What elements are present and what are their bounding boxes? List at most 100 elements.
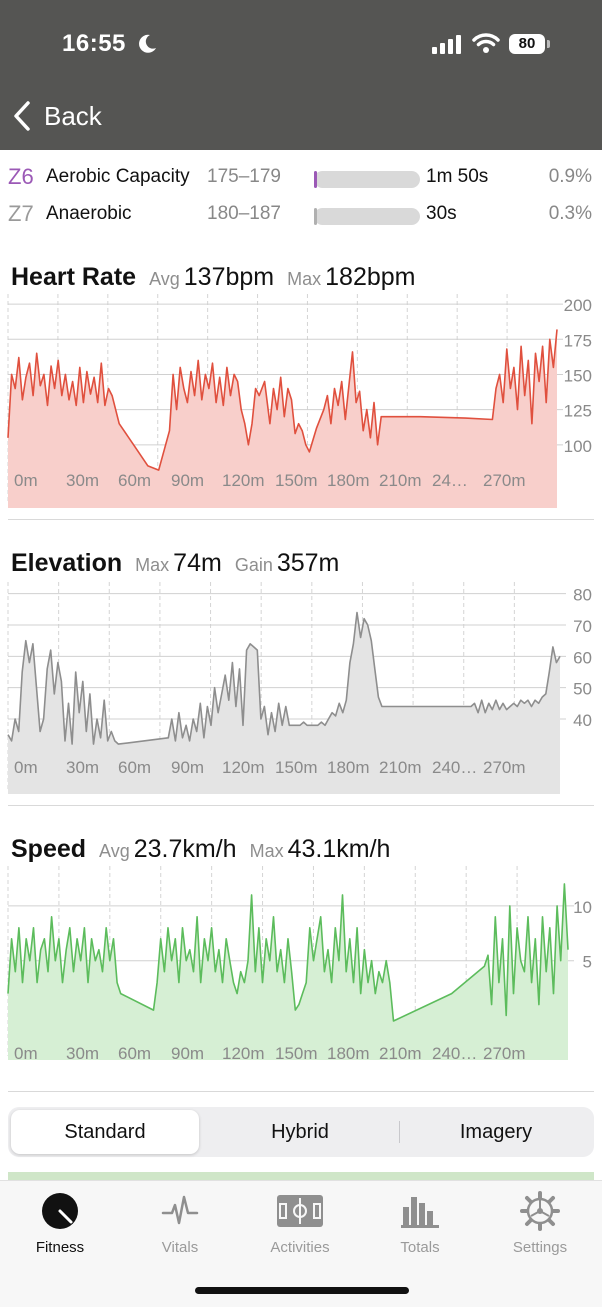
zone-row-z6: Z6 Aerobic Capacity 175–179 1m 50s 0.9% — [0, 160, 602, 194]
x-tick-label: 60m — [118, 471, 151, 490]
tab-totals[interactable]: Totals — [360, 1189, 480, 1256]
tab-label: Fitness — [35, 1239, 85, 1256]
signal-icon — [432, 35, 461, 54]
y-tick-label: 125 — [564, 402, 592, 421]
series-area — [8, 883, 568, 1060]
y-tick-label: 80 — [573, 586, 592, 605]
status-time: 16:55 — [62, 30, 126, 57]
x-tick-label: 150m — [275, 1044, 318, 1063]
zone-time: 30s — [426, 203, 457, 224]
chevron-left-icon — [14, 101, 30, 131]
x-tick-label: 240… — [432, 1044, 477, 1063]
back-button[interactable]: Back — [12, 98, 102, 134]
x-tick-label: 270m — [483, 1044, 526, 1063]
battery-icon — [547, 40, 550, 48]
max-label: Max — [135, 555, 170, 575]
avg-value: 137bpm — [183, 263, 275, 291]
avg-label: Avg — [149, 269, 180, 289]
max-value: 182bpm — [325, 263, 416, 291]
x-tick-label: 240… — [432, 758, 477, 777]
zone-range: 175–179 — [207, 166, 281, 187]
gain-label: Gain — [234, 555, 273, 575]
y-tick-label: 70 — [573, 617, 592, 636]
map-type-segmented-control: Standard Hybrid Imagery — [8, 1107, 594, 1157]
x-tick-label: 150m — [275, 471, 318, 490]
x-tick-label: 30m — [66, 1044, 99, 1063]
series-line — [7, 883, 569, 1022]
divider — [8, 805, 594, 806]
x-tick-label: 270m — [483, 758, 526, 777]
y-tick-label: 150 — [564, 366, 592, 385]
x-tick-label: 120m — [222, 1044, 265, 1063]
x-tick-label: 30m — [66, 471, 99, 490]
max-value: 43.1km/h — [287, 835, 391, 863]
zone-percent: 0.3% — [548, 203, 592, 224]
gear-icon — [520, 1191, 560, 1231]
segment-separator — [399, 1121, 400, 1143]
map-mode-hybrid[interactable]: Hybrid — [271, 1121, 329, 1143]
home-indicator — [195, 1287, 409, 1294]
x-tick-label: 90m — [171, 471, 204, 490]
x-tick-label: 60m — [118, 1044, 151, 1063]
tab-label: Totals — [400, 1239, 440, 1256]
tab-label: Settings — [512, 1239, 568, 1256]
map-mode-imagery[interactable]: Imagery — [459, 1121, 533, 1143]
field-icon — [277, 1195, 323, 1227]
zone-range: 180–187 — [207, 203, 281, 224]
zone-progress-bar — [314, 171, 420, 188]
zone-time: 1m 50s — [426, 166, 489, 187]
tab-settings[interactable]: Settings — [480, 1189, 600, 1256]
x-tick-label: 180m — [327, 758, 370, 777]
y-tick-label: 40 — [573, 711, 592, 730]
gain-value: 357m — [276, 549, 340, 577]
avg-label: Avg — [99, 841, 130, 861]
series-area — [8, 612, 560, 794]
y-tick-label: 60 — [573, 648, 592, 667]
x-tick-label: 270m — [483, 471, 526, 490]
series-line — [7, 329, 558, 471]
x-tick-label: 0m — [14, 758, 38, 777]
back-label: Back — [44, 100, 102, 131]
zone-progress-fill — [314, 208, 317, 225]
tab-fitness[interactable]: Fitness — [0, 1189, 120, 1256]
x-tick-label: 180m — [327, 471, 370, 490]
y-tick-label: 5 — [583, 953, 592, 972]
x-tick-label: 210m — [379, 758, 422, 777]
tab-vitals[interactable]: Vitals — [120, 1189, 240, 1256]
heartbeat-icon — [161, 1195, 199, 1225]
max-label: Max — [249, 841, 284, 861]
x-tick-label: 60m — [118, 758, 151, 777]
y-tick-label: 200 — [564, 296, 592, 315]
map-mode-standard[interactable]: Standard — [11, 1110, 199, 1154]
battery-level: 80 — [509, 34, 545, 54]
divider — [8, 1091, 594, 1092]
moon-icon — [139, 34, 156, 53]
x-tick-label: 210m — [379, 1044, 422, 1063]
section-title: Speed — [11, 835, 87, 863]
x-tick-label: 210m — [379, 471, 422, 490]
tab-activities[interactable]: Activities — [240, 1189, 360, 1256]
speed-header: Speed Avg 23.7km/h Max 43.1km/h — [11, 835, 390, 864]
zone-progress-fill — [314, 171, 317, 188]
heart-rate-chart[interactable]: 200 175 150 125 100 0m 30m 60m 90m 120m 150m 180m 21… — [0, 290, 602, 510]
max-value: 74m — [173, 549, 222, 577]
zone-name: Aerobic Capacity — [46, 166, 190, 187]
avg-value: 23.7km/h — [133, 835, 237, 863]
x-tick-label: 120m — [222, 758, 265, 777]
zone-id: Z7 — [8, 201, 34, 226]
x-tick-label: 30m — [66, 758, 99, 777]
x-tick-label: 150m — [275, 758, 318, 777]
bar-chart-icon — [401, 1197, 439, 1228]
zone-progress-bar — [314, 208, 420, 225]
max-label: Max — [287, 269, 322, 289]
y-tick-label: 100 — [564, 437, 592, 456]
series-line — [7, 611, 561, 745]
x-tick-label: 90m — [171, 758, 204, 777]
elevation-chart[interactable]: 80 70 60 50 40 0m 30m 60m 90m 120m 150m 180m 210m 240… — [0, 578, 602, 796]
tab-label: Activities — [270, 1239, 330, 1256]
x-tick-label: 0m — [14, 471, 38, 490]
wifi-icon — [472, 33, 500, 53]
zone-name: Anaerobic — [46, 203, 132, 224]
x-tick-label: 120m — [222, 471, 265, 490]
speed-chart[interactable]: 10 5 0m 30m 60m 90m 120m 150m 180m 210m 240… 270m — [0, 862, 602, 1068]
